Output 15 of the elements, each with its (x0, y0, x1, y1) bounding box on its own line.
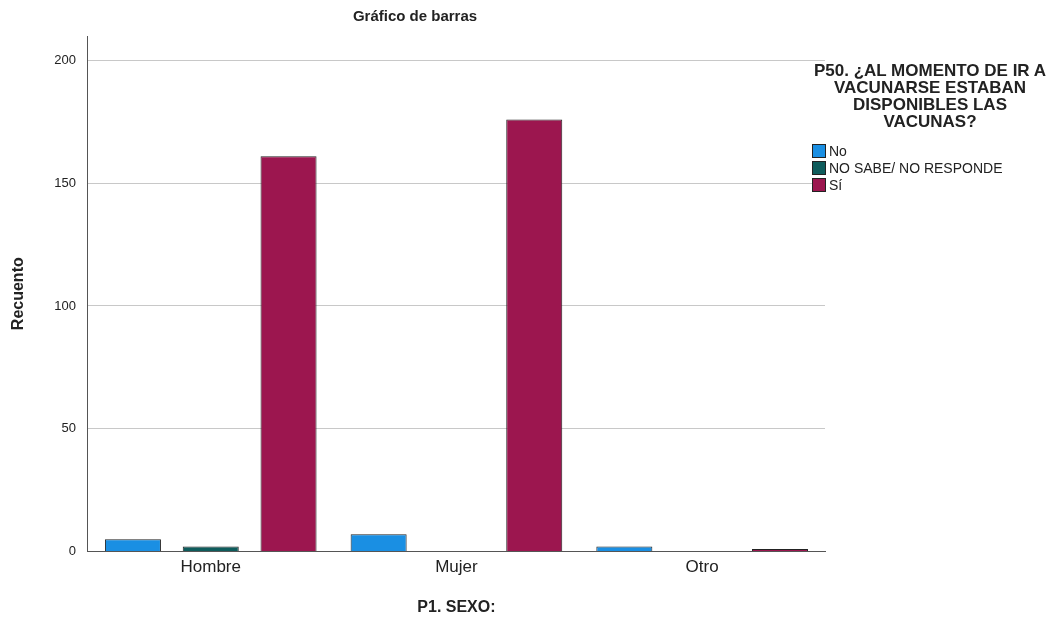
x-tick-label: Otro (685, 557, 719, 577)
legend-label: Sí (829, 176, 843, 193)
x-tick-label: Mujer (435, 557, 479, 577)
y-axis-title: Recuento (9, 257, 27, 331)
y-tick-label: 0 (68, 542, 76, 558)
y-tick-label: 200 (54, 52, 76, 68)
y-tick-label: 50 (61, 420, 76, 436)
y-tick-label: 100 (54, 297, 76, 313)
x-axis-title: P1. SEXO: (417, 597, 496, 615)
chart-title: Gráfico de barras (352, 7, 478, 25)
legend-label: NO SABE/ NO RESPONDE (829, 159, 1003, 176)
x-tick-label: Hombre (180, 557, 241, 577)
legend-label: No (829, 142, 847, 159)
legend-title: P50. ¿AL MOMENTO DE IR A VACUNARSE ESTABAN DISPONIBLES LAS VACUNAS? (812, 61, 1048, 131)
y-tick-label: 150 (54, 174, 76, 190)
